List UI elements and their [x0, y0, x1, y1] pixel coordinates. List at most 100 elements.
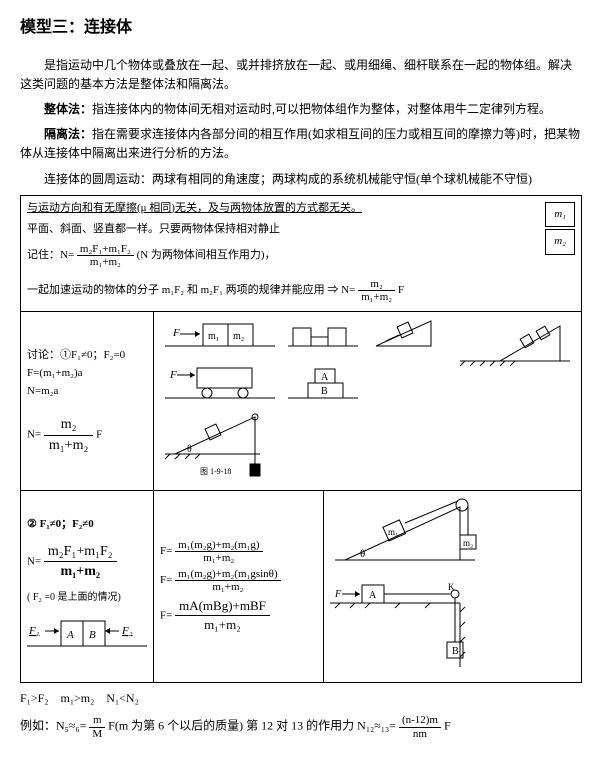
- svg-text:B: B: [452, 646, 459, 657]
- remember-frac: m₂F₁+m₁F₂ m₁+m₂: [77, 243, 134, 268]
- diagram-incline-right: [460, 316, 570, 378]
- accel-note: 一起加速运动的物体的分子 m₁F₂ 和 m₂F₁ 两项的规律并能应用 ⇒ N=: [27, 284, 358, 296]
- remember-prefix: 记住：N=: [27, 249, 77, 261]
- page-title: 模型三：连接体: [20, 15, 582, 41]
- rowB-AB-diagram: F₁ A B F₂: [27, 616, 147, 658]
- rowB-main-frac: m₂F₁+m₁F₂ m₁+m₂: [44, 542, 117, 582]
- f1-prefix: F=: [160, 545, 172, 557]
- diagram-cart: F: [165, 363, 275, 410]
- rowA-num: m₂: [44, 415, 93, 435]
- diagram-stack-AB: B A: [288, 363, 358, 410]
- rel3: N₁<N₂: [106, 691, 138, 705]
- f3-num: mA(mBg)+mBF: [175, 597, 270, 616]
- svg-text:F: F: [334, 589, 342, 600]
- mass-box-1: m₁: [545, 202, 575, 228]
- rowB-f3: F= mA(mBg)+mBF m₁+m₂: [160, 597, 317, 635]
- intro-paragraph: 是指运动中几个物体或叠放在一起、或并排挤放在一起、或用细绳、细杆联系在一起的物体…: [20, 56, 582, 94]
- iso-law-text: 指在需要求连接体内各部分间的相互作用(如求相互间的压力或相互间的摩擦力等)时，把…: [20, 127, 580, 160]
- remember-note: (N 为两物体间相互作用力)，: [137, 249, 276, 261]
- accel-den: m₁+m₂: [358, 291, 395, 303]
- fig-caption: 图 1-9-18: [200, 467, 231, 476]
- svg-text:B: B: [89, 629, 96, 641]
- rowB-main-den: m₁+m₂: [44, 562, 117, 581]
- ex1-num: m: [89, 714, 105, 727]
- plane-note: 平面、斜面、竖直都一样。只要两物体保持相对静止: [27, 221, 575, 239]
- rowA-eq1: F=(m₁+m₂)a: [27, 365, 147, 383]
- diagram-triangle-pulley: θ 图 1-9-18: [165, 409, 285, 486]
- svg-text:B: B: [321, 386, 328, 397]
- mass-box-2: m₂: [545, 229, 575, 255]
- svg-text:F₁: F₁: [28, 625, 40, 637]
- rowA-den: m₁+m₂: [44, 436, 93, 455]
- ex-prefix: 例如：N₅≈₆=: [20, 719, 86, 733]
- rowA-frac: m₂ m₁+m₂: [44, 415, 93, 455]
- svg-text:θ: θ: [360, 548, 365, 560]
- diagram-horizontal-pulley: F A K B: [330, 582, 575, 679]
- header-cell: m₁ m₂ 与运动方向和有无摩擦(μ 相同)无关，及与两物体放置的方式都无关。 …: [21, 195, 582, 312]
- circular-note: 连接体的圆周运动：两球有相同的角速度；两球构成的系统机械能守恒(单个球机械能不守…: [20, 170, 582, 189]
- ex-frac2: (n-12)m nm: [399, 714, 441, 739]
- svg-text:m₁: m₁: [208, 331, 219, 342]
- ex1-den: M: [89, 728, 105, 740]
- rowA-N-prefix: N=: [27, 429, 41, 441]
- label-F: F: [172, 327, 180, 339]
- rowB-f1: F= m₁(m₂g)+m₂(m₁g) m₁+m₂: [160, 539, 317, 564]
- f2-frac: m₁(m₂g)+m₂(m₁gsinθ) m₁+m₂: [175, 568, 281, 593]
- rowA-diagrams: F m₁ m₂: [154, 312, 582, 491]
- f2-prefix: F=: [160, 574, 172, 586]
- svg-text:m₂: m₂: [463, 538, 473, 548]
- f1-frac: m₁(m₂g)+m₂(m₁g) m₁+m₂: [175, 539, 262, 564]
- rowB-note: ( F₂ =0 是上面的情况): [27, 590, 147, 606]
- rowB-f2: F= m₁(m₂g)+m₂(m₁gsinθ) m₁+m₂: [160, 568, 317, 593]
- diagram-incline-hanging: θ m₁ m₂: [330, 495, 575, 582]
- ex2-suffix: F: [444, 719, 451, 733]
- f3-den: m₁+m₂: [175, 616, 270, 634]
- accel-line: 一起加速运动的物体的分子 m₁F₂ 和 m₂F₁ 两项的规律并能应用 ⇒ N= …: [27, 278, 575, 303]
- rowB-diagrams: θ m₁ m₂ F A K B: [324, 491, 582, 683]
- f2-num: m₁(m₂g)+m₂(m₁gsinθ): [175, 568, 281, 581]
- ex2-den: nm: [399, 728, 441, 740]
- stacked-mass-diagram: m₁ m₂: [545, 200, 575, 257]
- row-discussion-2: ② F₁≠0；F₂≠0 N= m₂F₁+m₁F₂ m₁+m₂ ( F₂ =0 是…: [21, 491, 582, 683]
- rel1: F₁>F₂: [20, 691, 48, 705]
- remember-num: m₂F₁+m₁F₂: [77, 243, 134, 256]
- rowB-cond: ② F₁≠0；F₂≠0: [27, 516, 147, 534]
- rowB-main-num: m₂F₁+m₁F₂: [44, 542, 117, 562]
- svg-text:m₁: m₁: [388, 527, 398, 537]
- svg-text:m₂: m₂: [233, 331, 244, 342]
- rowA-eq2: N=m₂a: [27, 383, 147, 401]
- whole-law: 整体法：指连接体内的物体间无相对运动时,可以把物体组作为整体，对整体用牛二定律列…: [20, 100, 582, 119]
- svg-text:F: F: [169, 369, 177, 381]
- row-discussion-1: 讨论：①F₁≠0；F₂=0 F=(m₁+m₂)a N=m₂a N= m₂ m₁+…: [21, 312, 582, 491]
- svg-text:θ: θ: [187, 444, 192, 455]
- rowB-eqN: N= m₂F₁+m₁F₂ m₁+m₂: [27, 542, 147, 582]
- rowB-left: ② F₁≠0；F₂≠0 N= m₂F₁+m₁F₂ m₁+m₂ ( F₂ =0 是…: [21, 491, 154, 683]
- rowA-left: 讨论：①F₁≠0；F₂=0 F=(m₁+m₂)a N=m₂a N= m₂ m₁+…: [21, 312, 154, 491]
- ex-suffix: F(m 为第 6 个以后的质量) 第 12 对 13 的作用力 N₁₂≈₁₃=: [108, 719, 396, 733]
- footer-relations: F₁>F₂ m₁>m₂ N₁<N₂: [20, 689, 582, 708]
- rowA-eqN: N= m₂ m₁+m₂ F: [27, 415, 147, 455]
- remember-line: 记住：N= m₂F₁+m₁F₂ m₁+m₂ (N 为两物体间相互作用力)，: [27, 243, 575, 268]
- svg-text:F₂: F₂: [121, 625, 133, 637]
- main-table: m₁ m₂ 与运动方向和有无摩擦(μ 相同)无关，及与两物体放置的方式都无关。 …: [20, 195, 582, 684]
- iso-law: 隔离法：指在需要求连接体内各部分间的相互作用(如求相互间的压力或相互间的摩擦力等…: [20, 125, 582, 163]
- f1-den: m₁+m₂: [175, 552, 262, 564]
- diagram-incline-push: [371, 316, 441, 358]
- rowB-N-prefix: N=: [27, 555, 41, 567]
- f3-frac: mA(mBg)+mBF m₁+m₂: [175, 597, 270, 635]
- svg-text:A: A: [66, 629, 74, 641]
- rowA-suffix: F: [96, 429, 102, 441]
- whole-law-text: 指连接体内的物体间无相对运动时,可以把物体组作为整体，对整体用牛二定律列方程。: [92, 102, 551, 116]
- rowA-discuss: 讨论：①F₁≠0；F₂=0: [27, 347, 147, 365]
- diagram-rope-blocks: [288, 316, 358, 358]
- remember-den: m₁+m₂: [77, 256, 134, 268]
- rowB-formulas: F= m₁(m₂g)+m₂(m₁g) m₁+m₂ F= m₁(m₂g)+m₂(m…: [154, 491, 324, 683]
- accel-num: m₂: [358, 278, 395, 291]
- f1-num: m₁(m₂g)+m₂(m₁g): [175, 539, 262, 552]
- footer-example: 例如：N₅≈₆= m M F(m 为第 6 个以后的质量) 第 12 对 13 …: [20, 714, 582, 739]
- f3-prefix: F=: [160, 609, 172, 621]
- f2-den: m₁+m₂: [175, 581, 281, 593]
- accel-frac: m₂ m₁+m₂: [358, 278, 395, 303]
- ex2-num: (n-12)m: [399, 714, 441, 727]
- ex-frac1: m M: [89, 714, 105, 739]
